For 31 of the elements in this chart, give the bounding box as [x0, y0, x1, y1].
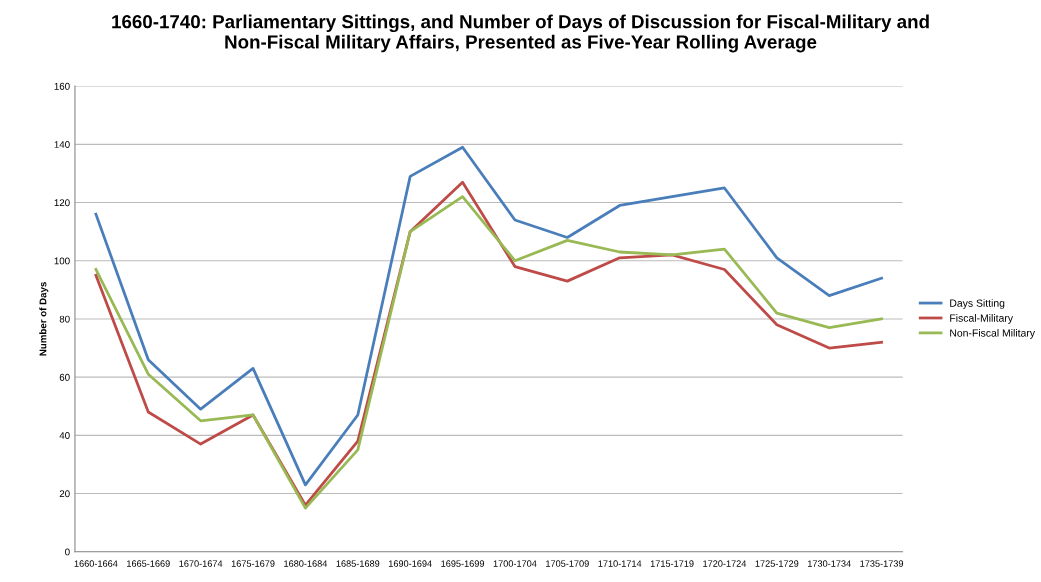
y-axis-title: Number of Days [39, 282, 49, 356]
legend-label: Fiscal-Military [950, 314, 1013, 324]
y-tick-label: 100 [54, 257, 70, 265]
y-tick-label: 160 [54, 82, 70, 90]
chart-title: 1660-1740: Parliamentary Sittings, and Number of Days of Discussion for Fiscal-Military and Non-Fiscal Military Affairs, Presented as Five-Year Rolling Average [112, 14, 929, 53]
y-tick-label: 40 [59, 432, 70, 439]
x-tick-label: 1700-1704 [493, 560, 537, 567]
y-tick-label: 120 [54, 199, 70, 207]
line-series [94, 145, 883, 487]
x-tick-label: 1675-1679 [231, 560, 275, 567]
x-tick-label: 1705-1709 [546, 560, 589, 567]
x-tick-label: 1665-1669 [127, 560, 170, 567]
y-tick-label: 80 [59, 315, 70, 323]
y-tick-label: 60 [59, 373, 70, 381]
y-tick-label: 140 [54, 141, 70, 148]
x-tick-label: 1735-1739 [860, 560, 904, 567]
legend-label: Non-Fiscal Military [950, 329, 1035, 339]
x-tick-label: 1715-1719 [650, 560, 694, 567]
x-tick-label: 1660-1664 [74, 560, 118, 567]
x-tick-label: 1730-1734 [808, 560, 851, 567]
x-tick-label: 1680-1684 [284, 560, 328, 567]
legend-label: Days Sitting [950, 299, 1005, 309]
x-tick-label: 1685-1689 [336, 560, 380, 567]
y-tick-label: 20 [59, 490, 70, 498]
y-tick-label: 0 [65, 548, 70, 556]
x-tick-label: 1710-1714 [598, 560, 642, 567]
x-tick-label: 1695-1699 [441, 560, 485, 567]
x-tick-label: 1690-1694 [388, 560, 432, 567]
x-tick-label: 1725-1729 [755, 560, 799, 567]
x-tick-label: 1720-1724 [703, 560, 747, 567]
x-tick-label: 1670-1674 [179, 560, 223, 567]
